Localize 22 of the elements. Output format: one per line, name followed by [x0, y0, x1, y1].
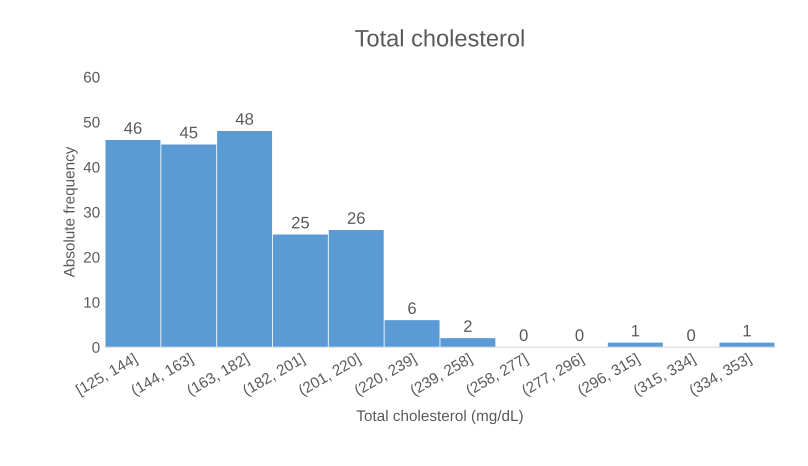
y-tick-label: 20 — [84, 252, 100, 263]
x-axis-title: Total cholesterol (mg/dL) — [356, 410, 523, 424]
chart-title: Total cholesterol — [355, 29, 524, 47]
y-tick-label: 30 — [84, 206, 100, 218]
y-tick-label: 0 — [92, 342, 100, 353]
data-label: 45 — [180, 126, 198, 138]
data-label: 6 — [408, 302, 416, 314]
data-label: 48 — [236, 113, 254, 125]
y-tick-label: 10 — [84, 296, 100, 308]
data-label: 2 — [464, 320, 472, 332]
y-tick-label: 40 — [84, 162, 100, 173]
data-label: 25 — [292, 216, 309, 228]
data-label: 46 — [124, 122, 142, 134]
data-label: 0 — [576, 329, 584, 342]
y-tick-label: 60 — [84, 72, 100, 83]
data-label: 0 — [687, 329, 696, 342]
data-label: 26 — [348, 212, 365, 224]
data-label: 1 — [744, 324, 751, 336]
y-axis-title: Absolute frequency — [63, 146, 78, 278]
data-label: 0 — [520, 329, 528, 342]
data-label: 1 — [632, 324, 640, 336]
y-tick-label: 50 — [84, 116, 100, 128]
